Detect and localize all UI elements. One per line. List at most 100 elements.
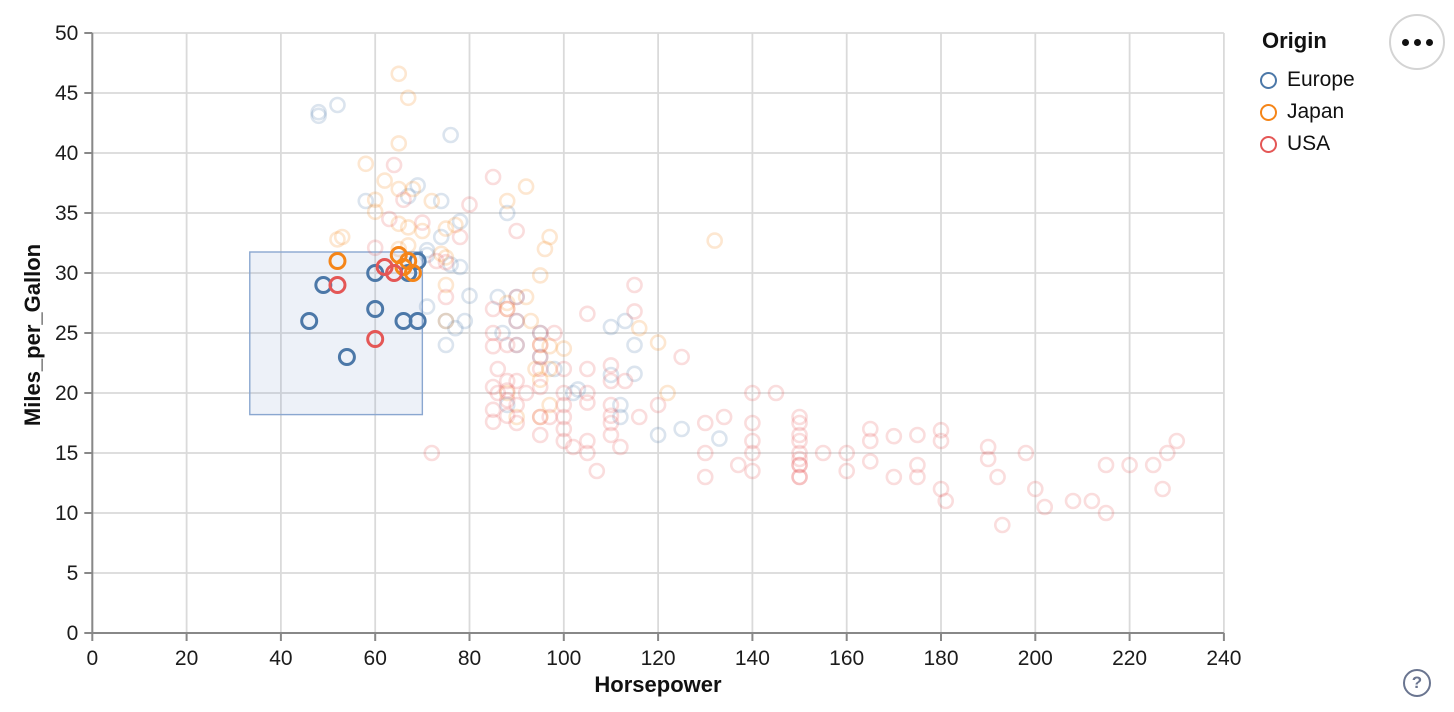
data-point-usa[interactable] <box>366 239 384 257</box>
data-point-japan[interactable] <box>437 276 455 294</box>
data-point-usa[interactable] <box>437 253 455 271</box>
data-point-europe[interactable] <box>649 426 667 444</box>
data-point-usa[interactable] <box>715 408 733 426</box>
data-point-usa[interactable] <box>791 414 808 432</box>
data-point-usa[interactable] <box>508 414 525 432</box>
data-point-usa[interactable] <box>767 384 785 402</box>
data-point-usa[interactable] <box>555 408 573 426</box>
data-point-europe[interactable] <box>673 420 690 438</box>
data-point-japan[interactable] <box>555 340 573 357</box>
data-point-usa[interactable] <box>579 384 596 402</box>
data-point-usa[interactable] <box>366 330 385 348</box>
data-point-japan[interactable] <box>432 245 450 263</box>
data-point-europe[interactable] <box>508 336 525 354</box>
data-point-europe[interactable] <box>437 336 455 354</box>
data-point-usa[interactable] <box>791 456 808 474</box>
data-point-usa[interactable] <box>932 432 950 450</box>
data-point-usa[interactable] <box>555 396 573 414</box>
data-point-usa[interactable] <box>498 407 516 425</box>
data-point-usa[interactable] <box>328 276 347 294</box>
data-point-usa[interactable] <box>791 408 808 426</box>
data-point-usa[interactable] <box>602 414 620 432</box>
data-point-usa[interactable] <box>423 444 441 462</box>
data-point-usa[interactable] <box>1083 492 1101 510</box>
data-point-japan[interactable] <box>437 220 455 237</box>
data-point-europe[interactable] <box>366 300 385 318</box>
data-point-usa[interactable] <box>744 432 761 450</box>
data-point-japan[interactable] <box>437 312 455 330</box>
data-point-japan[interactable] <box>706 232 723 249</box>
data-point-europe[interactable] <box>409 177 426 194</box>
data-point-usa[interactable] <box>508 222 525 240</box>
data-point-usa[interactable] <box>1154 480 1171 498</box>
data-point-europe[interactable] <box>442 126 459 144</box>
data-point-usa[interactable] <box>484 413 502 431</box>
data-point-usa[interactable] <box>1121 456 1138 474</box>
data-point-usa[interactable] <box>579 305 596 323</box>
data-point-usa[interactable] <box>791 468 808 486</box>
data-point-usa[interactable] <box>1064 492 1082 510</box>
data-point-usa[interactable] <box>437 288 455 306</box>
data-point-usa[interactable] <box>381 210 398 228</box>
data-point-japan[interactable] <box>447 216 464 234</box>
data-point-usa[interactable] <box>1017 444 1035 462</box>
data-point-japan[interactable] <box>376 172 393 189</box>
data-point-usa[interactable] <box>937 492 955 510</box>
data-point-japan[interactable] <box>390 65 408 83</box>
data-point-usa[interactable] <box>484 401 502 419</box>
data-point-usa[interactable] <box>1159 444 1176 462</box>
data-point-japan[interactable] <box>531 267 549 284</box>
data-point-europe[interactable] <box>461 287 478 305</box>
data-point-europe[interactable] <box>357 192 375 210</box>
data-point-europe[interactable] <box>498 396 516 414</box>
actions-menu-button[interactable] <box>1389 14 1445 70</box>
data-point-japan[interactable] <box>329 231 346 248</box>
data-point-japan[interactable] <box>649 334 667 351</box>
data-point-usa[interactable] <box>461 196 478 213</box>
data-point-usa[interactable] <box>385 156 403 174</box>
data-point-usa[interactable] <box>579 432 596 450</box>
data-point-japan[interactable] <box>531 408 549 426</box>
data-point-europe[interactable] <box>418 241 436 259</box>
data-point-usa[interactable] <box>696 468 714 486</box>
data-point-europe[interactable] <box>508 288 525 306</box>
data-point-europe[interactable] <box>432 192 450 210</box>
data-point-europe[interactable] <box>310 103 327 121</box>
data-point-usa[interactable] <box>861 453 879 470</box>
data-point-usa[interactable] <box>489 360 507 378</box>
data-point-usa[interactable] <box>428 252 445 270</box>
data-point-europe[interactable] <box>602 366 620 384</box>
data-point-usa[interactable] <box>498 391 516 409</box>
data-point-japan[interactable] <box>498 300 516 318</box>
data-point-usa[interactable] <box>531 408 549 426</box>
data-point-japan[interactable] <box>498 192 516 210</box>
data-point-usa[interactable] <box>484 324 502 342</box>
data-point-usa[interactable] <box>1144 456 1162 474</box>
data-point-usa[interactable] <box>602 372 620 390</box>
data-point-usa[interactable] <box>508 372 525 390</box>
data-point-europe[interactable] <box>564 384 582 402</box>
data-point-usa[interactable] <box>626 276 643 294</box>
data-point-japan[interactable] <box>536 240 554 258</box>
data-point-europe[interactable] <box>612 396 629 414</box>
data-point-usa[interactable] <box>498 382 516 399</box>
data-point-europe[interactable] <box>498 204 516 222</box>
data-point-usa[interactable] <box>979 450 997 468</box>
data-point-japan[interactable] <box>404 180 422 198</box>
data-point-usa[interactable] <box>791 426 808 444</box>
data-point-usa[interactable] <box>602 396 620 414</box>
data-point-usa[interactable] <box>385 264 404 282</box>
data-point-europe[interactable] <box>531 348 549 366</box>
data-point-europe[interactable] <box>494 324 511 342</box>
data-point-usa[interactable] <box>579 444 596 462</box>
data-point-europe[interactable] <box>711 430 728 447</box>
data-point-europe[interactable] <box>616 312 634 330</box>
data-point-usa[interactable] <box>555 384 573 402</box>
data-point-usa[interactable] <box>1027 480 1044 498</box>
data-point-europe[interactable] <box>437 312 455 330</box>
data-point-usa[interactable] <box>909 426 926 444</box>
data-point-usa[interactable] <box>1168 432 1186 450</box>
data-point-japan[interactable] <box>366 191 384 209</box>
data-point-usa[interactable] <box>489 384 507 402</box>
data-point-usa[interactable] <box>932 480 950 498</box>
